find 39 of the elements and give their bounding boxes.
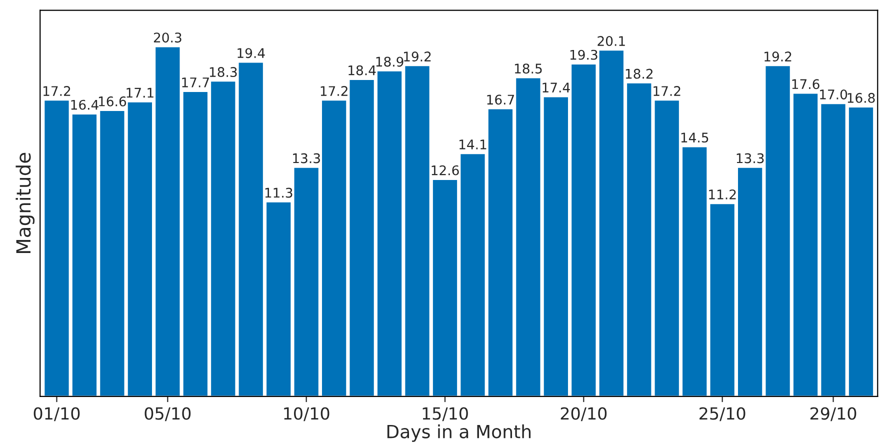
data-label: 18.5 [514, 64, 542, 74]
data-label: 18.9 [376, 56, 404, 67]
y-axis-title: Magnitude [16, 152, 35, 253]
data-label: 16.6 [98, 96, 126, 106]
data-label: 19.2 [764, 52, 792, 62]
data-label: 18.4 [348, 65, 376, 76]
data-label: 11.2 [709, 189, 736, 200]
data-label: 16.7 [487, 94, 514, 105]
data-label: 18.2 [626, 68, 652, 79]
data-label: 17.2 [43, 86, 70, 96]
data-label: 17.6 [792, 79, 820, 90]
data-label: 12.6 [432, 165, 459, 176]
data-label: 20.3 [154, 32, 182, 43]
data-label: 14.1 [459, 140, 486, 150]
data-label: 17.4 [542, 82, 570, 92]
data-label: 17.1 [126, 88, 154, 98]
x-tick-label: 01/10 [34, 407, 80, 422]
x-tick-label: 25/10 [700, 407, 746, 422]
x-axis-title: Days in a Month [387, 424, 531, 442]
data-label: 19.3 [570, 50, 598, 60]
data-label: 17.2 [654, 86, 680, 96]
data-label: 19.4 [238, 48, 265, 58]
data-label: 16.4 [71, 100, 98, 110]
data-label: 14.5 [681, 132, 708, 143]
x-tick-label: 20/10 [560, 407, 607, 422]
x-tick-label: 15/10 [422, 407, 468, 422]
data-label: 17.7 [182, 78, 209, 88]
data-label: 11.3 [265, 188, 292, 198]
data-label: 18.3 [210, 67, 237, 78]
data-label: 13.3 [736, 153, 764, 164]
x-tick-label: 29/10 [810, 407, 856, 422]
data-label: 13.3 [293, 153, 320, 164]
data-label: 17.2 [320, 86, 348, 96]
data-label: 20.1 [598, 36, 625, 46]
x-tick-label: 05/10 [144, 407, 191, 422]
data-label: 17.0 [820, 89, 848, 100]
x-tick-label: 10/10 [284, 407, 330, 422]
data-label: 16.8 [848, 92, 875, 103]
data-label: 19.2 [404, 52, 431, 62]
